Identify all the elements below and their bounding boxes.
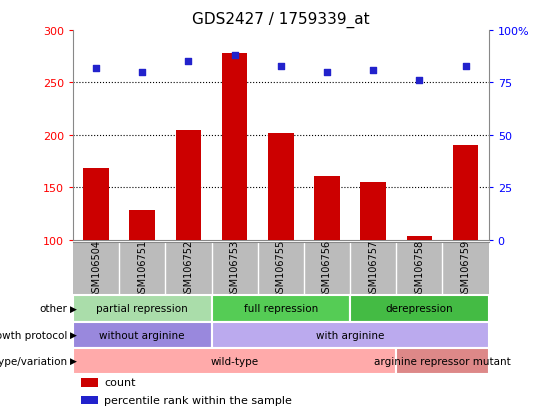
Text: GSM106759: GSM106759: [461, 240, 470, 298]
Text: GSM106755: GSM106755: [276, 239, 286, 299]
Text: count: count: [104, 377, 136, 387]
Text: GSM106751: GSM106751: [137, 240, 147, 298]
Text: full repression: full repression: [244, 304, 318, 314]
Text: derepression: derepression: [386, 304, 453, 314]
Bar: [350, 296, 489, 322]
Bar: [314, 176, 340, 240]
Bar: [73, 348, 396, 374]
Bar: [73, 322, 212, 348]
Text: arginine repressor mutant: arginine repressor mutant: [374, 356, 511, 366]
Bar: [176, 130, 201, 240]
Text: genotype/variation: genotype/variation: [0, 356, 68, 366]
Point: [276, 63, 285, 70]
Text: ▶: ▶: [70, 304, 77, 313]
Title: GDS2427 / 1759339_at: GDS2427 / 1759339_at: [192, 12, 369, 28]
Text: GSM106758: GSM106758: [414, 240, 424, 298]
Point: [323, 69, 332, 76]
Text: percentile rank within the sample: percentile rank within the sample: [104, 395, 292, 405]
Point: [369, 67, 377, 74]
Point: [415, 78, 424, 84]
Bar: [453, 146, 478, 240]
Text: ▶: ▶: [70, 356, 77, 365]
Text: other: other: [39, 304, 68, 314]
Point: [138, 69, 146, 76]
Bar: [81, 396, 98, 404]
Text: GSM106757: GSM106757: [368, 239, 378, 299]
Bar: [83, 169, 109, 240]
Bar: [73, 296, 212, 322]
Text: GSM106753: GSM106753: [230, 240, 240, 298]
Text: with arginine: with arginine: [316, 330, 384, 340]
Point: [184, 59, 193, 66]
Text: GSM106504: GSM106504: [91, 240, 101, 298]
Bar: [361, 183, 386, 240]
Text: ▶: ▶: [70, 330, 77, 339]
Bar: [268, 133, 294, 240]
Bar: [396, 348, 489, 374]
Text: wild-type: wild-type: [211, 356, 259, 366]
Bar: [222, 54, 247, 240]
Bar: [407, 237, 432, 240]
Text: partial repression: partial repression: [96, 304, 188, 314]
Bar: [212, 296, 350, 322]
Bar: [81, 378, 98, 387]
Point: [461, 63, 470, 70]
Point: [92, 65, 100, 72]
Bar: [130, 211, 155, 240]
Text: without arginine: without arginine: [99, 330, 185, 340]
Text: GSM106752: GSM106752: [184, 239, 193, 299]
Point: [230, 53, 239, 59]
Bar: [212, 322, 489, 348]
Text: growth protocol: growth protocol: [0, 330, 68, 340]
Text: GSM106756: GSM106756: [322, 240, 332, 298]
